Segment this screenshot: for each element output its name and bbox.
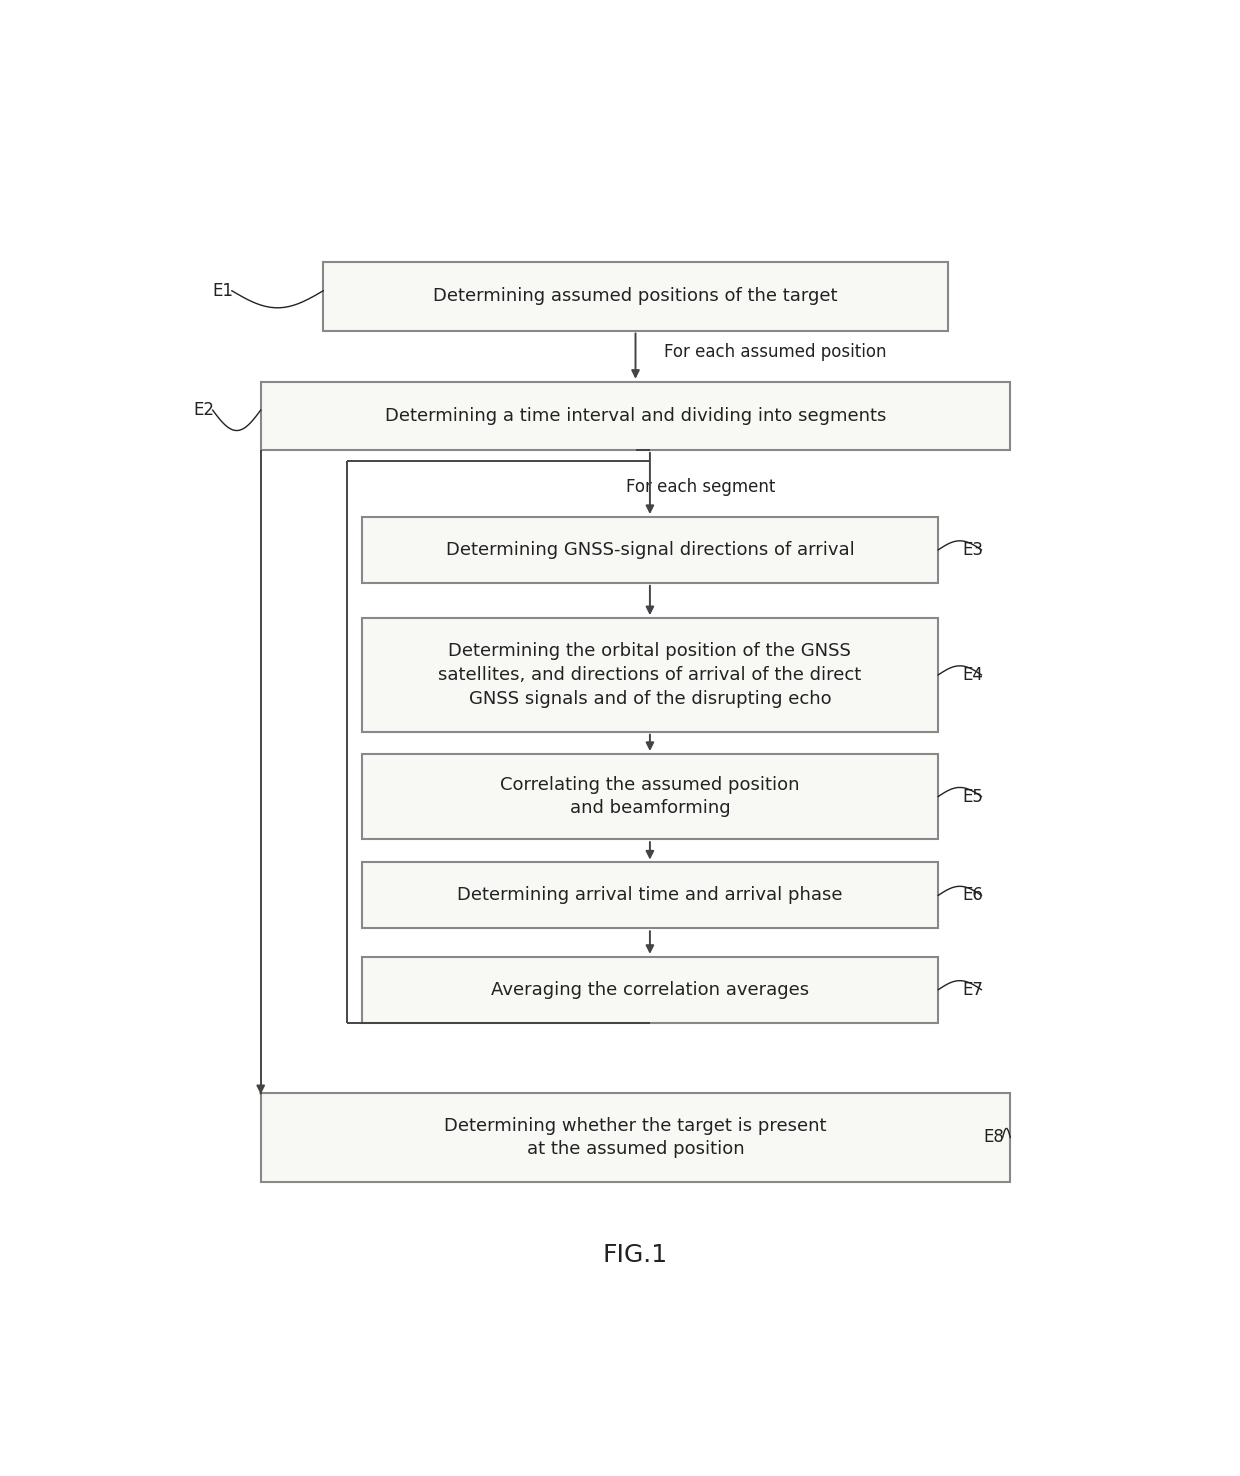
Text: E8: E8: [983, 1129, 1004, 1147]
Text: Averaging the correlation averages: Averaging the correlation averages: [491, 980, 808, 999]
Text: For each segment: For each segment: [626, 478, 775, 496]
Text: E5: E5: [962, 788, 983, 806]
FancyBboxPatch shape: [362, 754, 939, 840]
FancyBboxPatch shape: [260, 1094, 1011, 1182]
Text: E2: E2: [193, 401, 215, 419]
Text: E3: E3: [962, 540, 983, 559]
FancyBboxPatch shape: [362, 618, 939, 732]
Text: Determining a time interval and dividing into segments: Determining a time interval and dividing…: [384, 407, 887, 425]
Text: Correlating the assumed position
and beamforming: Correlating the assumed position and bea…: [500, 776, 800, 818]
Text: E4: E4: [962, 666, 983, 683]
FancyBboxPatch shape: [324, 263, 947, 331]
Text: Determining GNSS-signal directions of arrival: Determining GNSS-signal directions of ar…: [445, 540, 854, 559]
Text: Determining the orbital position of the GNSS
satellites, and directions of arriv: Determining the orbital position of the …: [438, 642, 862, 707]
Text: Determining assumed positions of the target: Determining assumed positions of the tar…: [433, 288, 838, 306]
Text: FIG.1: FIG.1: [603, 1243, 668, 1266]
Text: Determining whether the target is present
at the assumed position: Determining whether the target is presen…: [444, 1117, 827, 1159]
FancyBboxPatch shape: [260, 382, 1011, 450]
Text: E7: E7: [962, 980, 983, 999]
Text: E1: E1: [213, 282, 233, 300]
Text: For each assumed position: For each assumed position: [665, 342, 887, 362]
FancyBboxPatch shape: [362, 862, 939, 928]
FancyBboxPatch shape: [362, 956, 939, 1023]
FancyBboxPatch shape: [362, 517, 939, 583]
Text: Determining arrival time and arrival phase: Determining arrival time and arrival pha…: [458, 887, 843, 905]
Text: E6: E6: [962, 887, 983, 905]
